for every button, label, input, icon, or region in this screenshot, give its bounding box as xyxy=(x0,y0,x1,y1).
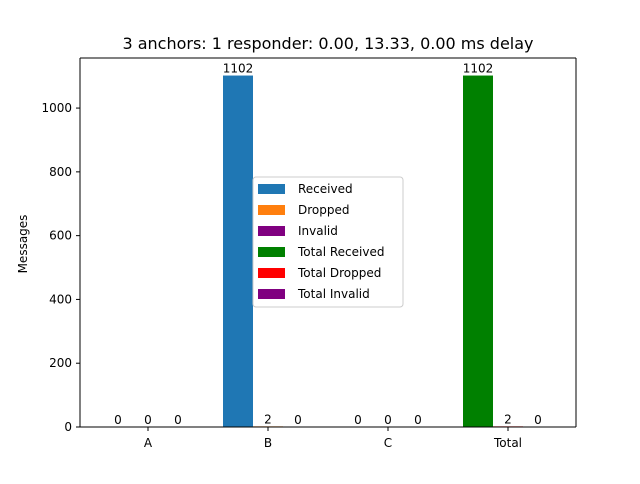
y-tick-label: 800 xyxy=(49,165,72,179)
legend-label-invalid: Invalid xyxy=(298,224,338,238)
legend-swatch-received xyxy=(258,184,285,194)
legend-label-received: Received xyxy=(298,182,353,196)
data-label-invalid-c: 0 xyxy=(414,413,422,427)
legend: Received Dropped Invalid Total Received Tota… xyxy=(252,176,404,308)
data-label-received-c: 0 xyxy=(354,413,362,427)
data-labels-layer: 0 0 0 1102 2 0 0 0 0 1102 2 0 xyxy=(114,62,542,427)
data-label-dropped-a: 0 xyxy=(144,413,152,427)
y-axis-label: Messages xyxy=(16,215,30,274)
x-tick-label: A xyxy=(144,436,153,450)
data-label-invalid-b: 0 xyxy=(294,413,302,427)
data-label-total-received-total: 1102 xyxy=(463,62,494,76)
legend-swatch-dropped xyxy=(258,205,285,215)
legend-swatch-total-received xyxy=(258,247,285,257)
y-tick-label: 0 xyxy=(64,420,72,434)
y-tick-label: 400 xyxy=(49,292,72,306)
legend-label-dropped: Dropped xyxy=(298,203,350,217)
legend-swatch-total-invalid xyxy=(258,289,285,299)
legend-label-total-received: Total Received xyxy=(297,245,384,259)
x-tick-label: B xyxy=(264,436,272,450)
x-tick-label: Total xyxy=(493,436,522,450)
data-label-total-invalid-total: 0 xyxy=(534,413,542,427)
legend-frame xyxy=(252,176,404,308)
y-tick-label: 200 xyxy=(49,356,72,370)
data-label-received-a: 0 xyxy=(114,413,122,427)
legend-swatch-total-dropped xyxy=(258,268,285,278)
data-label-dropped-c: 0 xyxy=(384,413,392,427)
x-tick-label: C xyxy=(384,436,392,450)
data-label-invalid-a: 0 xyxy=(174,413,182,427)
legend-label-total-dropped: Total Dropped xyxy=(297,266,381,280)
bar-total-received-total xyxy=(463,75,493,428)
data-label-total-dropped-total: 2 xyxy=(504,412,512,426)
legend-label-total-invalid: Total Invalid xyxy=(297,287,370,301)
legend-swatch-invalid xyxy=(258,226,285,236)
bar-received-b xyxy=(223,75,253,428)
data-label-received-b: 1102 xyxy=(223,62,254,76)
data-label-dropped-b: 2 xyxy=(264,412,272,426)
y-tick-label: 600 xyxy=(49,229,72,243)
chart-title: 3 anchors: 1 responder: 0.00, 13.33, 0.0… xyxy=(122,34,533,53)
bars-layer xyxy=(223,75,523,428)
y-tick-label: 1000 xyxy=(41,101,72,115)
